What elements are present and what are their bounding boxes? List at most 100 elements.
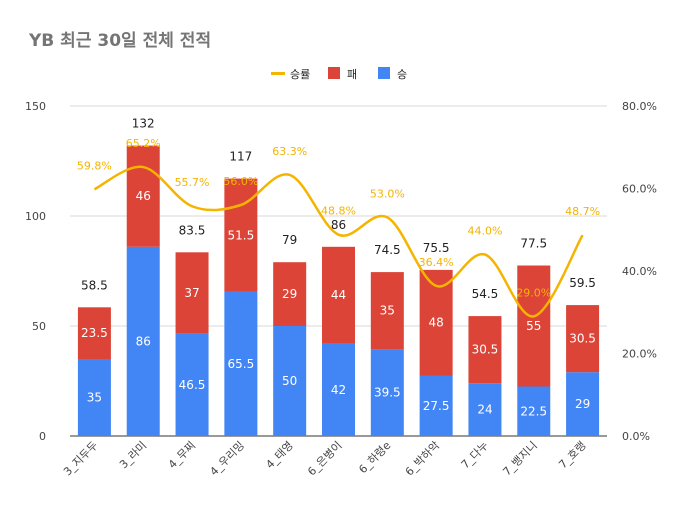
win-value-label: 27.5	[423, 399, 450, 413]
bar-loss	[468, 316, 502, 384]
total-value-label: 132	[132, 117, 155, 131]
total-value-label: 83.5	[179, 223, 206, 237]
win-value-label: 86	[136, 334, 151, 348]
bar-loss	[126, 145, 160, 247]
y-right-tick-label: 80.0%	[622, 100, 657, 113]
win-rate-label: 65.2%	[126, 137, 161, 150]
win-value-label: 24	[477, 403, 492, 417]
y-right-tick-label: 20.0%	[622, 348, 657, 361]
win-rate-label: 56.0%	[223, 175, 258, 188]
bar-win	[126, 246, 160, 436]
total-value-label: 75.5	[423, 241, 450, 255]
x-tick-label: 6_하령e	[356, 438, 394, 476]
loss-value-label: 30.5	[569, 332, 596, 346]
loss-value-label: 55	[526, 319, 541, 333]
total-value-label: 74.5	[374, 243, 401, 257]
total-value-label: 86	[331, 218, 346, 232]
bar-win	[566, 372, 600, 436]
data-labels: 35 23.5 58.5 59.8% 86 46 132 65.2% 46.5 37 83.5 55.…	[77, 117, 600, 419]
legend-label: 패	[347, 68, 357, 81]
legend: 승률 패 승	[271, 67, 407, 81]
bar-win	[468, 383, 502, 436]
total-value-label: 79	[282, 233, 297, 247]
bar-win	[517, 386, 551, 436]
bar-win	[224, 291, 258, 436]
bar-win	[273, 326, 307, 436]
win-rate-label: 59.8%	[77, 159, 112, 172]
x-tick-label: 3_라미	[117, 439, 149, 471]
total-value-label: 59.5	[569, 276, 596, 290]
win-value-label: 35	[87, 391, 102, 405]
loss-value-label: 35	[380, 304, 395, 318]
win-value-label: 46.5	[179, 378, 206, 392]
bar-loss	[175, 252, 209, 334]
total-value-label: 77.5	[520, 237, 547, 251]
loss-value-label: 48	[428, 316, 443, 330]
win-rate-label: 36.4%	[419, 256, 454, 269]
legend-item: 승률	[271, 68, 310, 81]
bars	[77, 145, 600, 436]
legend-swatch	[328, 67, 340, 79]
win-value-label: 50	[282, 374, 297, 388]
total-value-label: 54.5	[472, 287, 499, 301]
win-rate-label: 44.0%	[467, 225, 502, 238]
loss-value-label: 46	[136, 189, 151, 203]
y-right-tick-label: 60.0%	[622, 183, 657, 196]
bar-loss	[370, 272, 404, 350]
win-rate-line-group	[93, 165, 584, 318]
legend-swatch-line	[271, 72, 285, 75]
win-value-label: 39.5	[374, 386, 401, 400]
win-value-label: 42	[331, 383, 346, 397]
win-rate-label: 53.0%	[370, 187, 405, 200]
y-left-tick-label: 150	[25, 100, 46, 113]
legend-item: 승	[378, 67, 407, 81]
loss-value-label: 44	[331, 288, 346, 302]
loss-value-label: 29	[282, 287, 297, 301]
win-rate-label: 48.7%	[565, 205, 600, 218]
loss-value-label: 23.5	[81, 326, 108, 340]
win-rate-label: 55.7%	[175, 176, 210, 189]
x-tick-label: 7_호랭	[556, 439, 588, 471]
win-value-label: 22.5	[520, 404, 547, 418]
x-tick-label: 7_다누	[459, 439, 491, 471]
win-rate-label: 29.0%	[516, 286, 551, 299]
y-right-tick-label: 0.0%	[622, 430, 650, 443]
bar-loss	[77, 307, 111, 359]
x-tick-label: 4_우리밍	[207, 439, 246, 478]
bar-loss	[419, 269, 453, 376]
x-tick-label: 7_뱅지니	[500, 439, 539, 478]
y-right-tick-label: 40.0%	[622, 265, 657, 278]
chart-title: YB 최근 30일 전체 전적	[28, 31, 211, 51]
bar-win	[77, 359, 111, 436]
bar-loss	[322, 246, 355, 344]
x-tick-label: 4_무찌	[166, 439, 198, 471]
loss-value-label: 37	[184, 286, 199, 300]
total-value-label: 117	[229, 150, 252, 164]
bar-loss	[273, 262, 307, 326]
win-value-label: 65.5	[228, 357, 255, 371]
x-tick-label: 6_은병이	[305, 439, 344, 478]
x-tick-label: 3_지두두	[61, 439, 100, 478]
bar-win	[175, 333, 209, 436]
bar-win	[370, 349, 404, 436]
x-tick-label: 6_박하악	[402, 438, 442, 478]
legend-item: 패	[328, 67, 357, 81]
loss-value-label: 51.5	[228, 228, 255, 242]
bar-loss	[566, 305, 600, 373]
bar-loss	[517, 265, 551, 387]
x-tick-label: 4_태영	[263, 439, 295, 471]
y-left-tick-label: 0	[39, 430, 46, 443]
win-value-label: 29	[575, 397, 590, 411]
y-left-tick-label: 100	[25, 210, 46, 223]
win-rate-line	[93, 165, 584, 318]
legend-swatch	[378, 67, 390, 79]
bar-win	[419, 375, 453, 436]
win-rate-label: 48.8%	[321, 205, 356, 218]
y-left-tick-label: 50	[32, 320, 46, 333]
loss-value-label: 30.5	[472, 343, 499, 357]
win-rate-label: 63.3%	[272, 145, 307, 158]
legend-label: 승	[397, 68, 407, 81]
total-value-label: 58.5	[81, 278, 108, 292]
